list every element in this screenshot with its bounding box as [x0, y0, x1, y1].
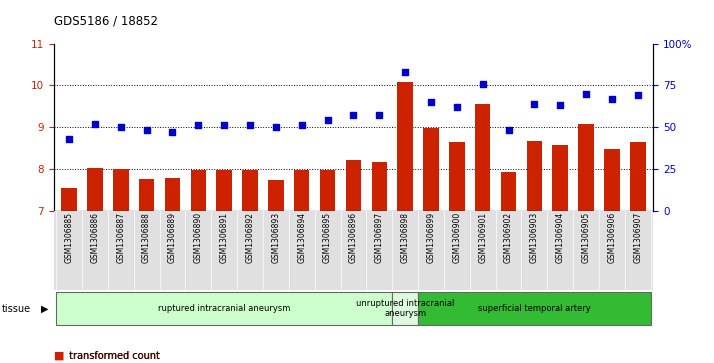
- Text: ■  transformed count: ■ transformed count: [54, 351, 160, 361]
- Bar: [604, 149, 620, 211]
- Text: GSM1306887: GSM1306887: [116, 212, 125, 263]
- Point: [399, 69, 411, 75]
- Text: GSM1306899: GSM1306899: [426, 212, 436, 263]
- Bar: [320, 171, 336, 211]
- Text: GSM1306895: GSM1306895: [323, 212, 332, 263]
- Bar: [630, 143, 645, 211]
- Text: GSM1306891: GSM1306891: [220, 212, 228, 263]
- Text: GSM1306906: GSM1306906: [608, 212, 616, 264]
- Text: GSM1306893: GSM1306893: [271, 212, 281, 263]
- Point: [115, 124, 126, 130]
- Point: [296, 122, 308, 128]
- Bar: [578, 124, 594, 211]
- Text: GSM1306886: GSM1306886: [91, 212, 99, 263]
- Bar: [56, 292, 392, 325]
- Point: [193, 122, 204, 128]
- Point: [244, 122, 256, 128]
- Text: GSM1306896: GSM1306896: [349, 212, 358, 263]
- Text: tissue: tissue: [1, 303, 31, 314]
- Text: unruptured intracranial
aneurysm: unruptured intracranial aneurysm: [356, 299, 454, 318]
- Text: GSM1306900: GSM1306900: [453, 212, 461, 264]
- Text: ■: ■: [54, 351, 64, 361]
- Point: [580, 91, 592, 97]
- Text: GDS5186 / 18852: GDS5186 / 18852: [54, 15, 158, 28]
- Bar: [418, 292, 650, 325]
- Text: GSM1306897: GSM1306897: [375, 212, 384, 263]
- Point: [218, 122, 230, 128]
- Bar: [449, 142, 465, 211]
- Point: [89, 121, 101, 127]
- Point: [632, 93, 643, 98]
- Bar: [392, 292, 418, 325]
- Text: ruptured intracranial aneurysm: ruptured intracranial aneurysm: [158, 304, 291, 313]
- Point: [348, 113, 359, 118]
- Text: GSM1306888: GSM1306888: [142, 212, 151, 263]
- Bar: [398, 82, 413, 211]
- Bar: [139, 179, 154, 211]
- Text: GSM1306885: GSM1306885: [64, 212, 74, 263]
- Point: [373, 113, 385, 118]
- Point: [322, 118, 333, 123]
- Text: GSM1306905: GSM1306905: [582, 212, 590, 264]
- Bar: [553, 145, 568, 211]
- Text: transformed count: transformed count: [69, 351, 160, 361]
- Point: [141, 127, 152, 133]
- Point: [606, 96, 618, 102]
- Bar: [501, 172, 516, 211]
- Text: GSM1306889: GSM1306889: [168, 212, 177, 263]
- Point: [270, 124, 281, 130]
- Text: GSM1306894: GSM1306894: [297, 212, 306, 263]
- Bar: [346, 160, 361, 211]
- Bar: [527, 141, 542, 211]
- Text: GSM1306903: GSM1306903: [530, 212, 539, 264]
- Point: [477, 81, 488, 86]
- Bar: [242, 170, 258, 211]
- Bar: [423, 128, 438, 211]
- Bar: [268, 180, 283, 211]
- Point: [167, 129, 178, 135]
- Bar: [475, 104, 491, 211]
- Bar: [87, 168, 103, 211]
- Bar: [371, 162, 387, 211]
- Bar: [216, 170, 232, 211]
- Point: [503, 127, 514, 133]
- Point: [426, 99, 437, 105]
- Text: GSM1306892: GSM1306892: [246, 212, 254, 263]
- Text: GSM1306898: GSM1306898: [401, 212, 410, 263]
- Bar: [113, 169, 129, 211]
- Point: [528, 101, 540, 107]
- Text: ▶: ▶: [41, 303, 49, 314]
- Point: [451, 104, 463, 110]
- Text: GSM1306907: GSM1306907: [633, 212, 643, 264]
- Point: [555, 102, 566, 108]
- Bar: [191, 171, 206, 211]
- Text: GSM1306890: GSM1306890: [193, 212, 203, 263]
- Text: GSM1306904: GSM1306904: [555, 212, 565, 264]
- Bar: [165, 178, 180, 211]
- Point: [64, 136, 75, 142]
- Text: GSM1306902: GSM1306902: [504, 212, 513, 263]
- Text: superficial temporal artery: superficial temporal artery: [478, 304, 590, 313]
- Bar: [61, 188, 77, 211]
- Bar: [294, 170, 309, 211]
- Text: GSM1306901: GSM1306901: [478, 212, 487, 263]
